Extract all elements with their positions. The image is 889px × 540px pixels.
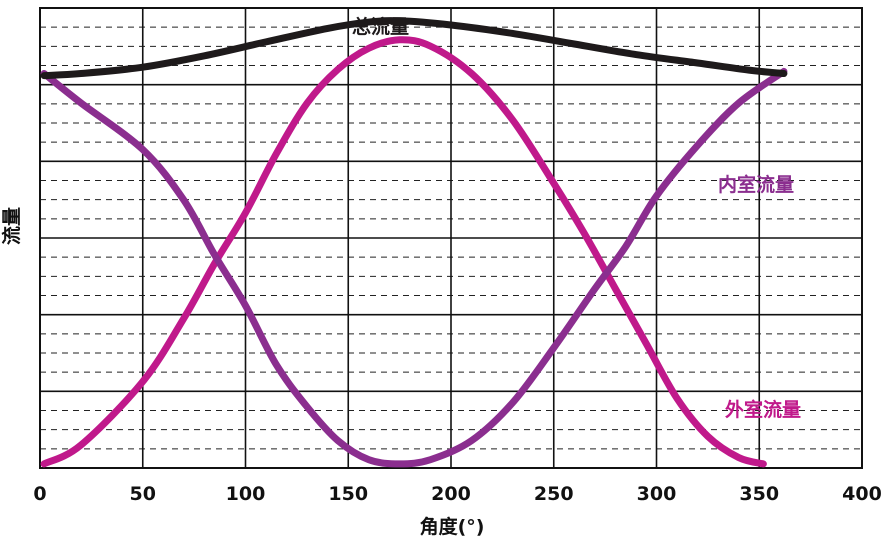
major-gridlines xyxy=(40,8,862,468)
series-layer xyxy=(40,17,788,468)
series-line-inner xyxy=(40,67,788,468)
x-tick-label: 0 xyxy=(33,483,46,505)
x-tick-label: 200 xyxy=(431,483,471,505)
x-tick-label: 400 xyxy=(842,483,882,505)
x-tick-label: 150 xyxy=(328,483,368,505)
plot-frame xyxy=(39,7,863,469)
x-axis-label: 角度(°) xyxy=(420,515,485,538)
x-tick-label: 350 xyxy=(739,483,779,505)
x-tick-label: 50 xyxy=(130,483,156,505)
series-label-outer: 外室流量 xyxy=(725,398,801,421)
series-label-total: 总流量 xyxy=(352,15,409,38)
x-tick-labels: 0 50 100 150 200 250 300 350 400 xyxy=(33,483,881,505)
x-tick-label: 300 xyxy=(637,483,677,505)
series-label-inner: 内室流量 xyxy=(718,173,794,196)
x-tick-label: 250 xyxy=(534,483,574,505)
series-line-outer xyxy=(40,36,767,468)
x-tick-label: 100 xyxy=(226,483,266,505)
y-axis-label: 流量 xyxy=(0,207,23,245)
series-line-total xyxy=(40,17,788,80)
